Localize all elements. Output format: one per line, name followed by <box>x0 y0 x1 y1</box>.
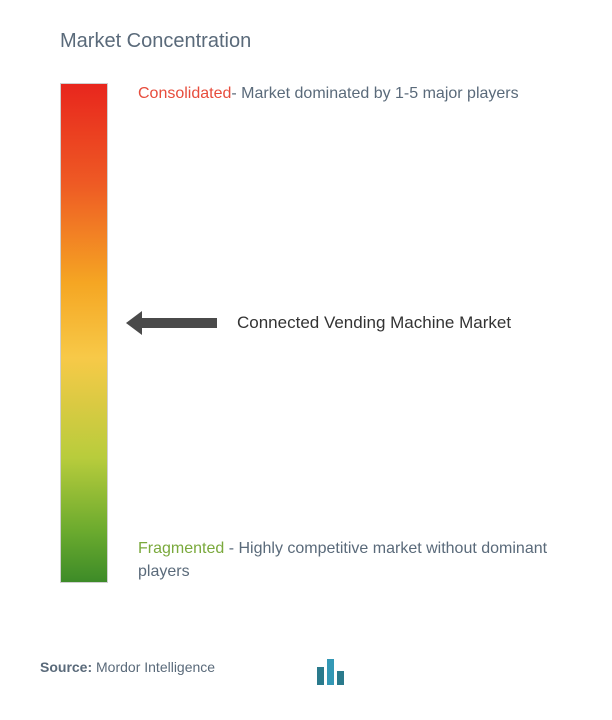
fragmented-label: Fragmented - Highly competitive market w… <box>138 538 562 583</box>
market-name-label: Connected Vending Machine Market <box>237 313 511 333</box>
mordor-logo-icon <box>315 657 347 690</box>
arrow-left-icon <box>126 311 142 335</box>
labels-area: Consolidated- Market dominated by 1-5 ma… <box>138 83 572 623</box>
source-attribution: Source: Mordor Intelligence <box>40 659 215 675</box>
consolidated-label: Consolidated- Market dominated by 1-5 ma… <box>138 83 562 105</box>
arrow-shaft <box>142 318 217 328</box>
source-value: Mordor Intelligence <box>96 659 215 675</box>
consolidated-description: - Market dominated by 1-5 major players <box>231 85 518 102</box>
fragmented-keyword: Fragmented <box>138 540 224 557</box>
market-position-marker: Connected Vending Machine Market <box>126 311 511 335</box>
chart-title: Market Concentration <box>60 30 572 53</box>
consolidated-keyword: Consolidated <box>138 85 231 102</box>
concentration-gradient-bar <box>60 83 108 583</box>
chart-container: Consolidated- Market dominated by 1-5 ma… <box>40 83 572 623</box>
source-key: Source: <box>40 659 92 675</box>
